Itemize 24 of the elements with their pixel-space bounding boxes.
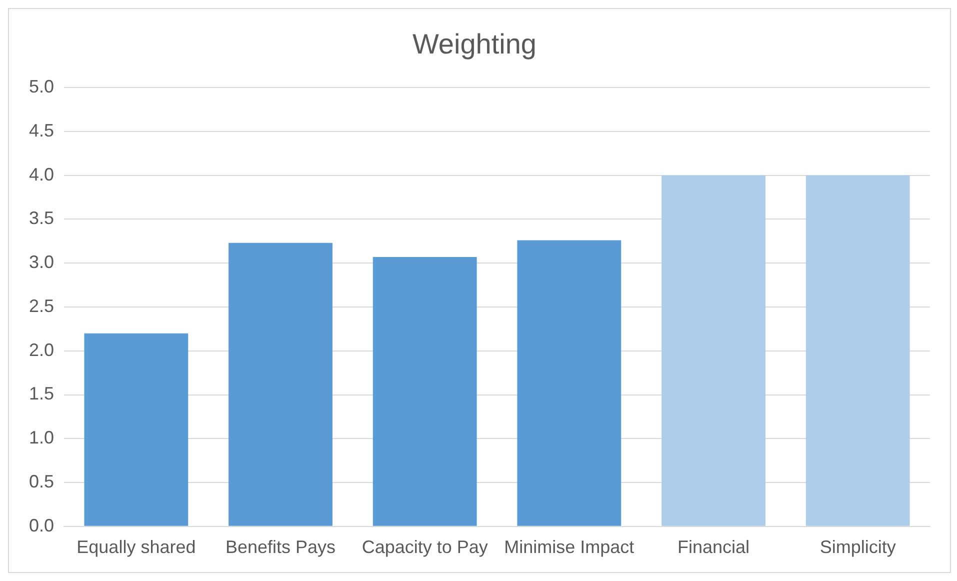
bar bbox=[84, 333, 188, 526]
y-tick-label: 3.0 bbox=[28, 252, 54, 272]
bar bbox=[372, 256, 477, 526]
y-tick-label: 5.0 bbox=[28, 76, 54, 97]
x-tick-label: Simplicity bbox=[820, 537, 896, 558]
y-tick-label: 4.5 bbox=[28, 120, 54, 140]
y-tick-label: 1.0 bbox=[28, 428, 54, 448]
y-tick-label: 2.0 bbox=[28, 340, 54, 360]
y-tick-label: 2.5 bbox=[28, 296, 54, 316]
y-tick-label: 4.0 bbox=[28, 164, 54, 184]
x-tick-label: Minimise Impact bbox=[504, 537, 634, 558]
x-tick-label: Financial bbox=[677, 537, 750, 558]
y-tick-label: 3.5 bbox=[28, 208, 54, 228]
bar bbox=[517, 240, 622, 526]
bar bbox=[806, 175, 910, 526]
y-tick-label: 0.5 bbox=[28, 471, 54, 492]
x-tick-label: Benefits Pays bbox=[225, 537, 336, 558]
x-tick-label: Equally shared bbox=[76, 537, 196, 558]
bar bbox=[228, 242, 332, 526]
chart-title: Weighting bbox=[412, 28, 537, 60]
y-tick-label: 0.0 bbox=[28, 515, 54, 536]
x-tick-label: Capacity to Pay bbox=[362, 537, 488, 558]
y-tick-label: 1.5 bbox=[28, 384, 54, 404]
bar bbox=[662, 175, 766, 526]
